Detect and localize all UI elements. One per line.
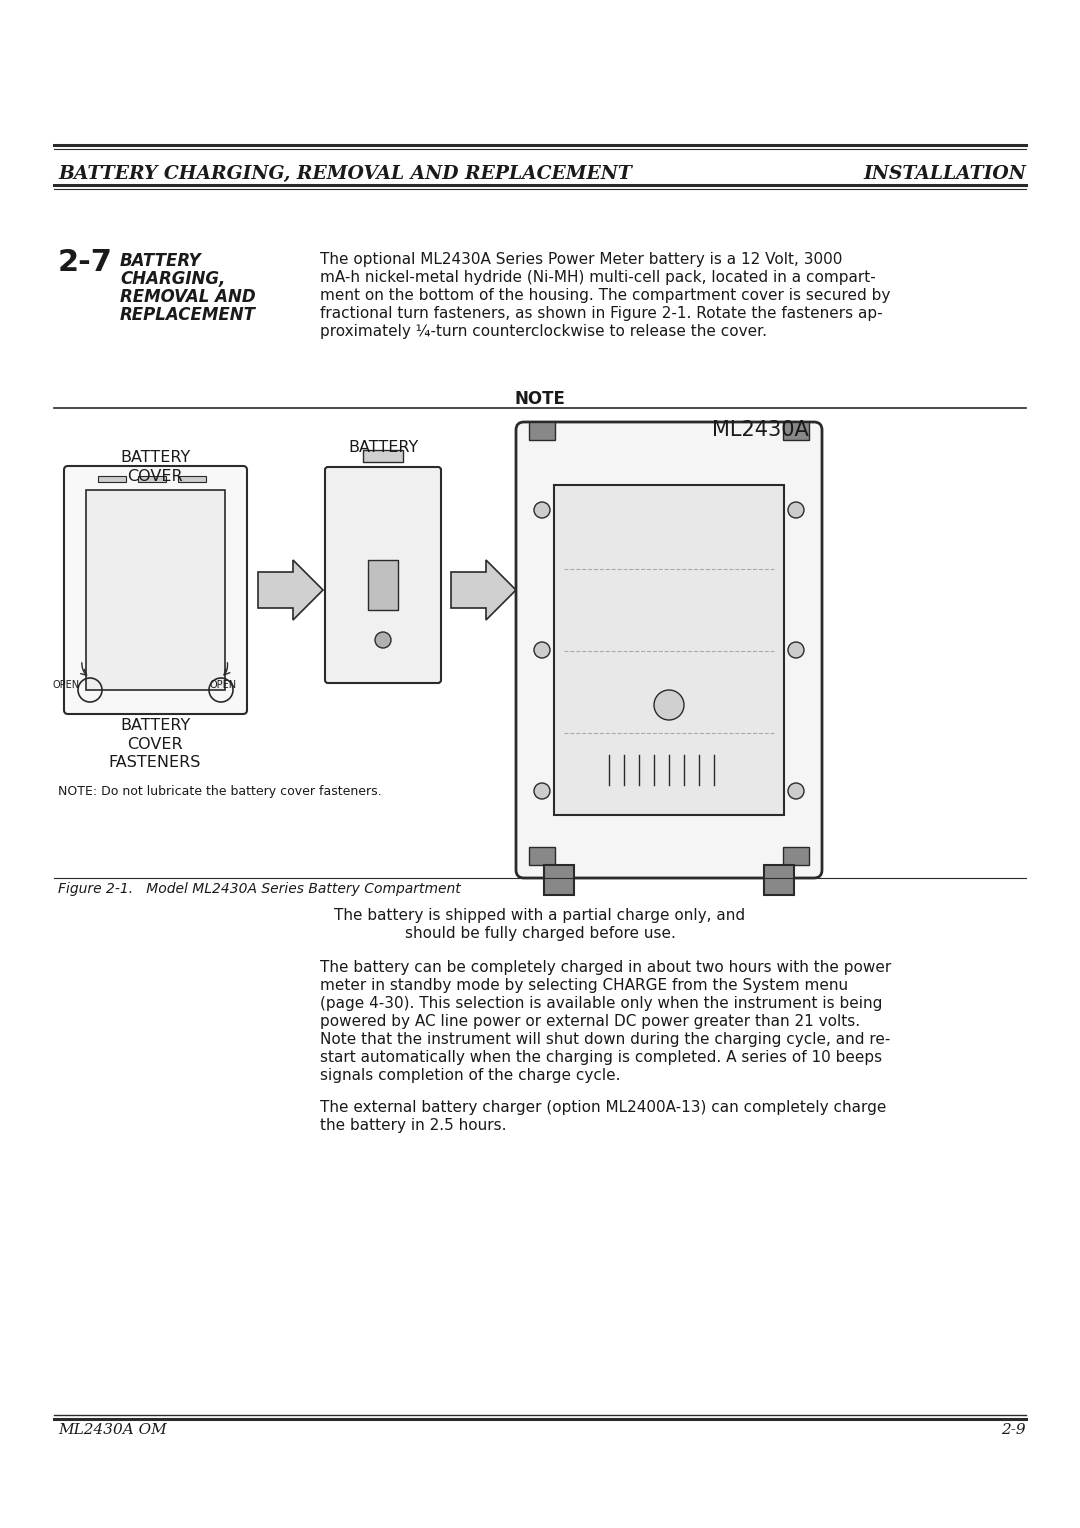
Text: NOTE: Do not lubricate the battery cover fasteners.: NOTE: Do not lubricate the battery cover… [58,785,381,798]
Text: proximately ¼-turn counterclockwise to release the cover.: proximately ¼-turn counterclockwise to r… [320,324,767,339]
Text: CHARGING,: CHARGING, [120,270,226,287]
Bar [138,477,166,481]
Circle shape [788,503,804,518]
Text: Note that the instrument will shut down during the charging cycle, and re-: Note that the instrument will shut down … [320,1031,890,1047]
Text: The external battery charger (option ML2400A-13) can completely charge: The external battery charger (option ML2… [320,1100,887,1115]
Text: ML2430A OM: ML2430A OM [58,1423,166,1436]
Circle shape [788,782,804,799]
Text: the battery in 2.5 hours.: the battery in 2.5 hours. [320,1118,507,1132]
Text: meter in standby mode by selecting CHARGE from the System menu: meter in standby mode by selecting CHARG… [320,978,848,993]
Circle shape [788,642,804,659]
Text: BATTERY
COVER
FASTENERS: BATTERY COVER FASTENERS [109,718,201,770]
Text: powered by AC line power or external DC power greater than 21 volts.: powered by AC line power or external DC … [320,1015,860,1028]
Text: REMOVAL AND: REMOVAL AND [120,287,256,306]
Text: The optional ML2430A Series Power Meter battery is a 12 Volt, 3000: The optional ML2430A Series Power Meter … [320,252,842,267]
Text: ML2430A: ML2430A [712,420,808,440]
Text: The battery can be completely charged in about two hours with the power: The battery can be completely charged in… [320,960,891,975]
Text: mA-h nickel-metal hydride (Ni-MH) multi-cell pack, located in a compart-: mA-h nickel-metal hydride (Ni-MH) multi-… [320,270,876,286]
Text: ment on the bottom of the housing. The compartment cover is secured by: ment on the bottom of the housing. The c… [320,287,890,303]
Circle shape [534,642,550,659]
Text: BATTERY
COVER: BATTERY COVER [120,451,190,483]
Text: BATTERY: BATTERY [120,252,202,270]
Bar [98,477,126,481]
Text: fractional turn fasteners, as shown in Figure 2-1. Rotate the fasteners ap-: fractional turn fasteners, as shown in F… [320,306,882,321]
Text: BATTERY CHARGING, REMOVAL AND REPLACEMENT: BATTERY CHARGING, REMOVAL AND REPLACEMEN… [58,165,632,183]
FancyBboxPatch shape [64,466,247,714]
Text: INSTALLATION: INSTALLATION [863,165,1026,183]
Bar [764,865,794,895]
Text: REPLACEMENT: REPLACEMENT [120,306,256,324]
Polygon shape [451,559,516,620]
FancyBboxPatch shape [516,422,822,879]
Bar [554,484,784,814]
Text: NOTE: NOTE [514,390,566,408]
Circle shape [375,633,391,648]
Circle shape [534,503,550,518]
Circle shape [534,782,550,799]
Bar [363,451,403,461]
Text: OPEN: OPEN [53,680,80,691]
Bar [544,865,573,895]
Text: BATTERY: BATTERY [348,440,418,455]
Text: Figure 2-1.   Model ML2430A Series Battery Compartment: Figure 2-1. Model ML2430A Series Battery… [58,882,461,895]
Text: start automatically when the charging is completed. A series of 10 beeps: start automatically when the charging is… [320,1050,882,1065]
Bar [783,422,809,440]
Text: (page 4-30). This selection is available only when the instrument is being: (page 4-30). This selection is available… [320,996,882,1012]
Bar [529,422,555,440]
Bar [368,559,399,610]
Bar [783,847,809,865]
Bar [86,490,225,691]
Circle shape [654,691,684,720]
Text: 2-9: 2-9 [1001,1423,1026,1436]
Text: OPEN: OPEN [210,680,237,691]
Text: 2-7: 2-7 [58,248,113,277]
Text: should be fully charged before use.: should be fully charged before use. [405,926,675,941]
Bar [529,847,555,865]
FancyBboxPatch shape [325,468,441,683]
Text: signals completion of the charge cycle.: signals completion of the charge cycle. [320,1068,621,1083]
Bar [178,477,206,481]
Text: The battery is shipped with a partial charge only, and: The battery is shipped with a partial ch… [335,908,745,923]
Polygon shape [258,559,323,620]
